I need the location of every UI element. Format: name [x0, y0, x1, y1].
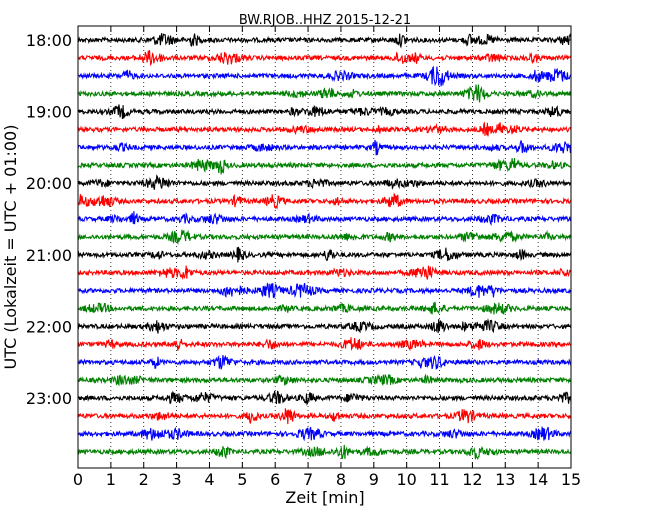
- trace-line-2315: [77, 408, 572, 425]
- x-tick-label: 8: [336, 470, 346, 489]
- x-tick-label: 3: [172, 470, 182, 489]
- chart-title: BW.RJOB..HHZ 2015-12-21: [239, 13, 411, 28]
- x-tick-label: 6: [270, 470, 280, 489]
- trace-line-2145: [77, 301, 572, 315]
- trace-line-2345: [77, 444, 572, 460]
- trace-line-1815: [77, 50, 572, 67]
- trace-line-1845: [77, 84, 572, 103]
- x-tick-label: 5: [237, 470, 247, 489]
- y-axis-ticks: 18:00 19:00 20:00 21:00 22:00 23:00: [26, 31, 571, 408]
- trace-line-1830: [78, 65, 572, 87]
- y-tick-label: 23:00: [26, 389, 72, 408]
- trace-line-2230: [77, 354, 572, 370]
- trace-line-2130: [77, 282, 572, 299]
- trace-line-1930: [77, 139, 572, 156]
- y-axis-label: UTC (Lokalzeit = UTC + 01:00): [1, 125, 20, 370]
- x-tick-label: 1: [106, 470, 116, 489]
- trace-line-2030: [77, 211, 572, 227]
- trace-line-2100: [77, 246, 572, 263]
- x-axis-ticks: 0 1 2 3 4 5 6 7 8 9 10 11 12 13 14 15: [73, 26, 581, 489]
- x-tick-label: 15: [561, 470, 581, 489]
- trace-line-2200: [77, 318, 572, 334]
- x-tick-label: 4: [204, 470, 214, 489]
- x-tick-label: 10: [396, 470, 416, 489]
- trace-rows: [77, 33, 572, 460]
- trace-line-2300: [77, 390, 572, 406]
- x-tick-label: 0: [73, 470, 83, 489]
- x-tick-label: 7: [303, 470, 313, 489]
- y-tick-label: 21:00: [26, 246, 72, 265]
- trace-line-2245: [77, 373, 572, 387]
- x-tick-label: 11: [429, 470, 449, 489]
- vertical-grid: [110, 26, 539, 468]
- plot-frame: [77, 25, 572, 469]
- trace-line-2015: [77, 192, 572, 210]
- y-tick-label: 19:00: [26, 103, 72, 122]
- trace-line-2215: [77, 337, 572, 352]
- trace-line-2330: [77, 426, 572, 442]
- x-tick-label: 13: [495, 470, 515, 489]
- trace-line-1900: [77, 104, 572, 120]
- trace-line-2115: [77, 265, 572, 280]
- trace-line-1945: [77, 157, 572, 175]
- y-tick-label: 22:00: [26, 317, 72, 336]
- x-tick-label: 9: [369, 470, 379, 489]
- x-tick-label: 12: [462, 470, 482, 489]
- x-axis-label: Zeit [min]: [285, 488, 364, 507]
- trace-line-2045: [77, 229, 572, 246]
- x-tick-label: 2: [139, 470, 149, 489]
- trace-line-2000: [77, 174, 572, 190]
- x-tick-label: 14: [528, 470, 548, 489]
- trace-line-1800: [77, 33, 572, 49]
- y-tick-label: 18:00: [26, 31, 72, 50]
- trace-line-1915: [77, 121, 572, 137]
- y-tick-label: 20:00: [26, 174, 72, 193]
